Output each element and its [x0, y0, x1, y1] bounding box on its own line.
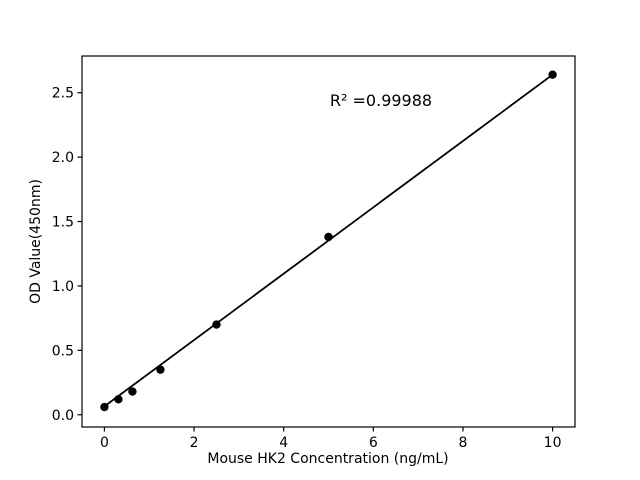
x-tick-label: 2	[190, 435, 199, 451]
data-points-group	[100, 70, 557, 412]
x-tick-label: 4	[279, 435, 288, 451]
x-axis-ticks: 0 2 4 6 8 10	[100, 427, 562, 451]
data-point	[100, 402, 109, 412]
r-squared-annotation: R² =0.99988	[330, 91, 432, 110]
data-point	[128, 387, 137, 396]
data-point	[212, 320, 221, 329]
y-tick-label: 0.0	[52, 408, 74, 424]
x-tick-label: 6	[369, 435, 378, 451]
y-tick-label: 2.5	[52, 86, 74, 102]
x-tick-label: 10	[544, 435, 562, 451]
plot-frame	[81, 55, 576, 428]
y-tick-label: 1.5	[52, 215, 74, 231]
x-axis-label: Mouse HK2 Concentration (ng/mL)	[207, 451, 448, 467]
data-point	[114, 395, 123, 404]
y-tick-label: 2.0	[52, 150, 74, 166]
data-point	[324, 232, 333, 242]
y-axis-ticks: 0.0 0.5 1.0 1.5 2.0 2.5	[52, 86, 82, 424]
y-tick-label: 1.0	[52, 279, 74, 295]
x-tick-label: 0	[100, 435, 109, 451]
x-tick-label: 8	[458, 435, 467, 451]
data-point	[156, 365, 165, 374]
data-point	[548, 70, 557, 79]
y-axis-label: OD Value(450nm)	[28, 179, 44, 304]
y-tick-label: 0.5	[52, 343, 74, 359]
